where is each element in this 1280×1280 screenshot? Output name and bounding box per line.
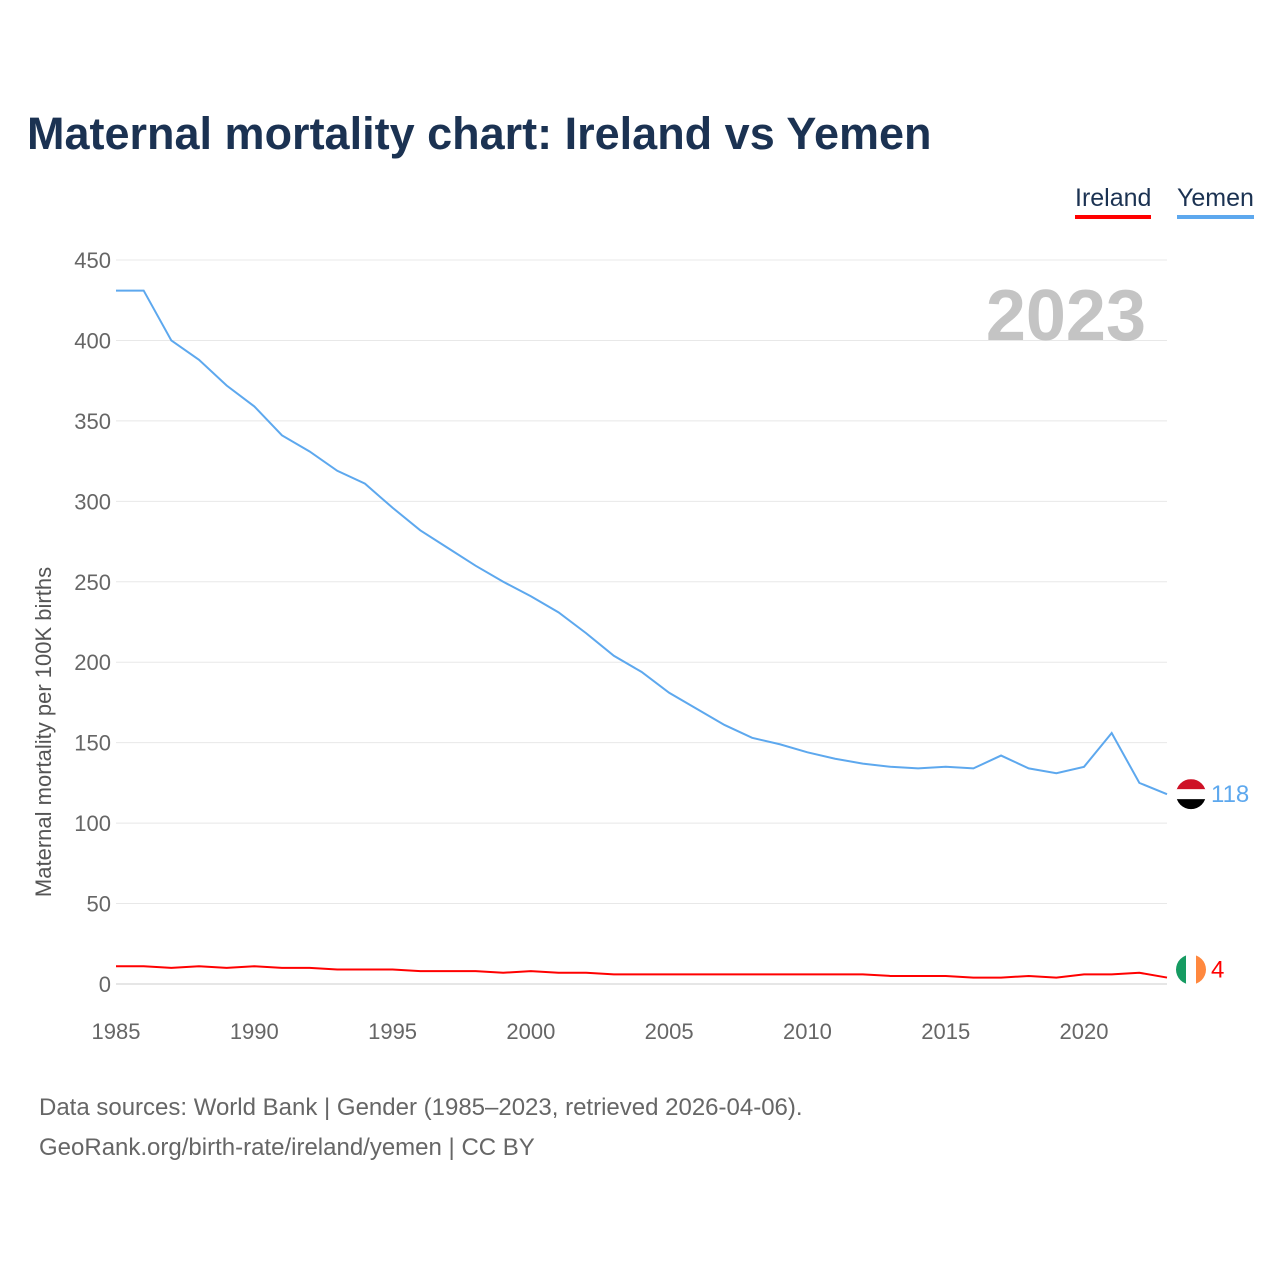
x-tick-label: 2010 (783, 1019, 832, 1044)
legend-ireland[interactable]: Ireland (1075, 184, 1152, 219)
flag-ireland-icon (1176, 954, 1206, 985)
x-tick-label: 1985 (92, 1019, 141, 1044)
x-tick-label: 2020 (1060, 1019, 1109, 1044)
x-tick-label: 2005 (645, 1019, 694, 1044)
year-label: 2023 (986, 276, 1146, 356)
footer-sources: Data sources: World Bank | Gender (1985–… (39, 1094, 803, 1121)
y-tick-label: 200 (74, 650, 111, 675)
y-axis-label: Maternal mortality per 100K births (31, 567, 56, 897)
x-tick-label: 2000 (506, 1019, 555, 1044)
y-tick-label: 250 (74, 570, 111, 595)
x-tick-label: 1995 (368, 1019, 417, 1044)
y-tick-label: 300 (74, 489, 111, 514)
x-tick-label: 2015 (921, 1019, 970, 1044)
flag-yemen-icon (1176, 779, 1206, 810)
y-tick-label: 400 (74, 328, 111, 353)
x-tick-label: 1990 (230, 1019, 279, 1044)
y-tick-label: 350 (74, 409, 111, 434)
chart-title: Maternal mortality chart: Ireland vs Yem… (27, 108, 932, 159)
y-tick-label: 0 (99, 972, 111, 997)
legend-yemen[interactable]: Yemen (1177, 184, 1254, 219)
end-label-ireland: 4 (1211, 957, 1224, 984)
footer: Data sources: World Bank | Gender (1985–… (39, 1088, 803, 1168)
y-tick-label: 450 (74, 248, 111, 273)
footer-credit[interactable]: GeoRank.org/birth-rate/ireland/yemen | C… (39, 1134, 535, 1161)
series-line-yemen (116, 289, 1168, 796)
y-tick-label: 150 (74, 731, 111, 756)
series-line-ireland (116, 965, 1168, 979)
end-label-yemen: 118 (1211, 781, 1249, 808)
y-tick-label: 50 (87, 892, 111, 917)
y-tick-label: 100 (74, 811, 111, 836)
